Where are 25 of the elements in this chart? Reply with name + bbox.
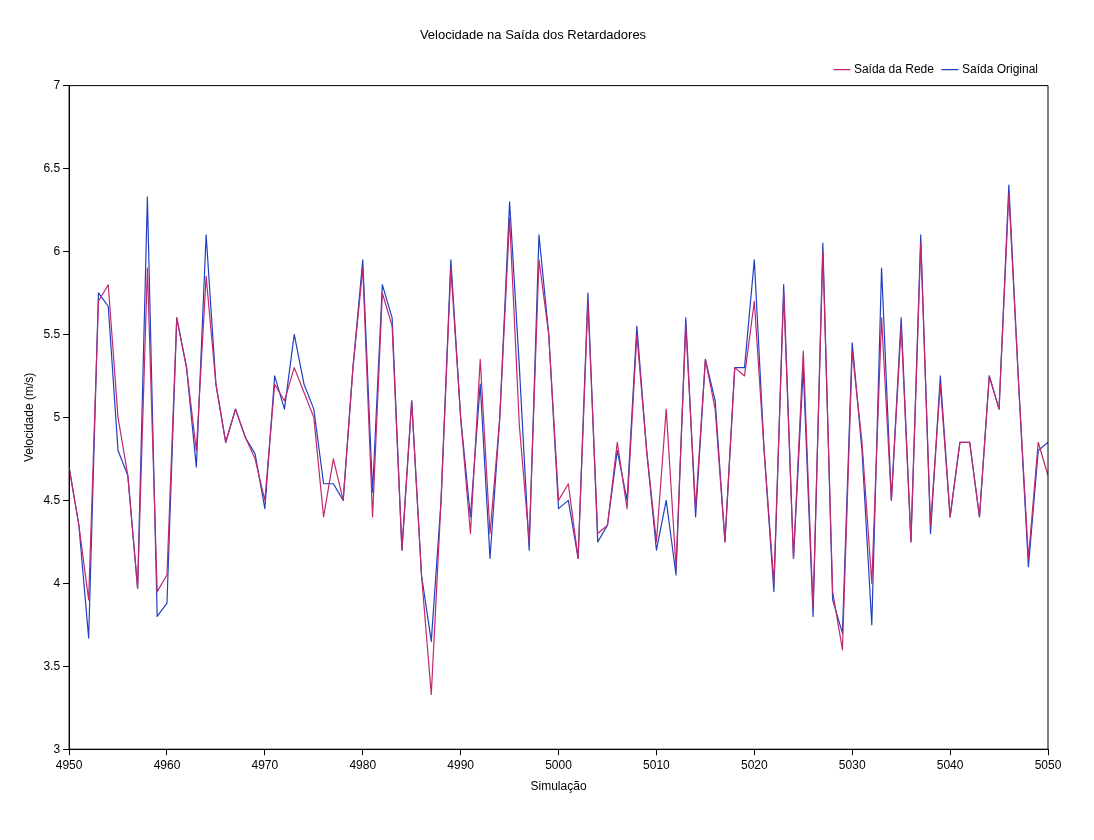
- x-tick-label: 5010: [643, 757, 671, 772]
- x-tick-label: 4960: [153, 757, 181, 772]
- x-tick-label: 4970: [251, 757, 279, 772]
- x-tick-label: 4950: [55, 757, 83, 772]
- x-tick-label: 5050: [1034, 757, 1062, 772]
- y-tick-label: 5.5: [43, 326, 61, 341]
- chart-title: Velocidade na Saída dos Retardadores: [419, 27, 647, 43]
- x-tick-label: 5020: [740, 757, 768, 772]
- y-tick-label: 6.5: [43, 160, 61, 175]
- x-axis-title: Simulação: [530, 779, 587, 794]
- y-tick-label: 6: [53, 243, 61, 258]
- x-tick-label: 4990: [447, 757, 475, 772]
- x-tick-label: 5000: [545, 757, 573, 772]
- x-tick-label: 4980: [349, 757, 377, 772]
- y-tick-label: 7: [53, 77, 61, 92]
- y-tick-label: 4.5: [43, 492, 61, 507]
- legend-label: Saída Original: [961, 61, 1038, 76]
- y-tick-label: 4: [53, 575, 61, 590]
- legend-label: Saída da Rede: [853, 61, 935, 76]
- y-tick-label: 3: [53, 741, 61, 756]
- x-tick-label: 5040: [936, 757, 964, 772]
- y-tick-label: 5: [53, 409, 61, 424]
- y-tick-label: 3.5: [43, 658, 61, 673]
- y-axis-title: Velocidade (m/s): [21, 372, 36, 463]
- x-tick-label: 5030: [838, 757, 866, 772]
